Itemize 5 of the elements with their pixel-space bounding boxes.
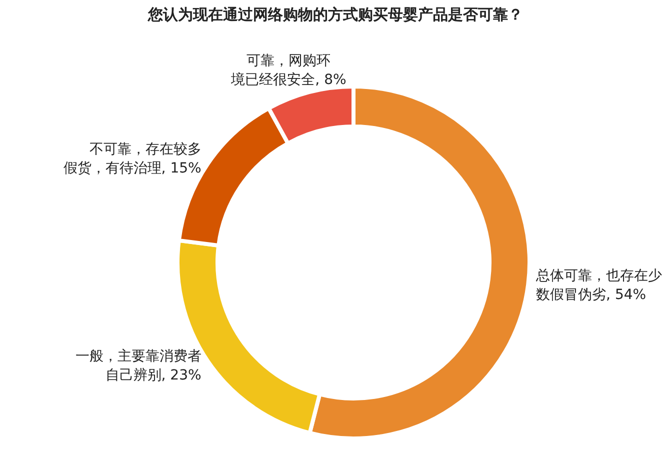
slice-label: 总体可靠，也存在少数假冒伪劣, 54% xyxy=(535,268,662,304)
slice-label: 不可靠，存在较多假货，有待治理, 15% xyxy=(63,141,202,177)
slice-label: 可靠，网购环境已经很安全, 8% xyxy=(230,52,346,88)
chart-title: 您认为现在通过网络购物的方式购买母婴产品是否可靠？ xyxy=(147,6,523,24)
slice-label: 一般，主要靠消费者自己辨别, 23% xyxy=(75,348,202,384)
